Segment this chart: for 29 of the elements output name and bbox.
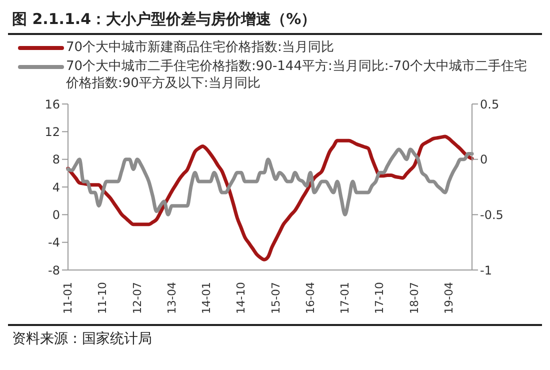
y-tick-label: 16 <box>44 97 60 112</box>
x-tick-label: 14-01 <box>200 282 214 314</box>
legend-label: 70个大中城市新建商品住宅价格指数:当月同比 <box>66 39 334 56</box>
x-tick-label: 16-04 <box>304 282 317 314</box>
y-tick-label: -4 <box>48 236 60 250</box>
text: 资料来源：国家统计局 <box>12 330 153 348</box>
line-series <box>66 134 474 262</box>
y-tick-label: 4 <box>52 180 60 194</box>
y2-tick-label: 0 <box>480 152 488 167</box>
x-tick-label: 17-01 <box>338 282 352 314</box>
y2-tick-label: -0.5 <box>480 208 504 222</box>
x-tick-label: 11-01 <box>62 282 74 314</box>
x-tick-label: 17-10 <box>373 282 386 314</box>
x-tick-label: 13-04 <box>165 282 178 314</box>
x-tick-label: 14-10 <box>234 282 248 314</box>
y-tick-label: 12 <box>44 124 60 139</box>
chart-title: 图 2.1.1.4：大小户型价差与房价增速（%） <box>8 8 542 35</box>
y2-tick-label: 0.5 <box>480 97 500 112</box>
y2-tick-label: -1 <box>480 263 492 278</box>
y-tick-label: 0 <box>52 208 60 222</box>
legend-label: 70个大中城市二手住宅价格指数:90-144平方:当月同比:-70个大中城市二手住宅价格指数:90平方及以下:当月同比 <box>66 58 528 92</box>
y-tick-label: 8 <box>52 152 60 167</box>
x-tick-label: 19-04 <box>442 282 456 314</box>
x-tick-label: 18-07 <box>408 282 421 314</box>
line-series <box>66 148 474 216</box>
x-tick-label: 11-10 <box>96 282 110 314</box>
x-tick-label: 15-07 <box>269 282 282 314</box>
x-tick-label: 12-07 <box>130 282 144 314</box>
y-tick-label: -8 <box>48 263 60 278</box>
